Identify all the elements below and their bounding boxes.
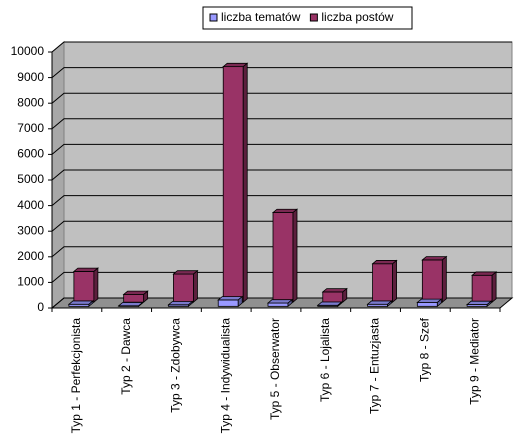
bar-side — [88, 300, 94, 308]
bar-side — [392, 259, 397, 304]
x-tick-label: Typ 9 - Mediator — [467, 318, 481, 405]
grid-line — [51, 246, 512, 258]
bar-side — [242, 62, 248, 304]
grid-line — [51, 143, 512, 155]
bar-side — [342, 287, 348, 304]
bar-side — [143, 290, 149, 304]
x-tick-label: Typ 5 - Obserwator — [268, 318, 282, 420]
y-tick-label: 10000 — [11, 44, 45, 58]
y-tick-label: 0 — [37, 300, 44, 314]
x-tick-label: Typ 3 - Zdobywca — [169, 318, 183, 413]
y-tick-label: 4000 — [17, 198, 44, 212]
bar-side — [436, 298, 442, 308]
y-tick-label: 8000 — [17, 95, 44, 109]
legend-label: liczba tematów — [221, 10, 301, 24]
bar — [173, 273, 194, 303]
bar-side — [486, 300, 492, 308]
x-tick-label: Typ 6 - Lojalista — [318, 318, 332, 402]
bar — [267, 302, 289, 307]
legend-label: liczba postów — [321, 10, 393, 24]
grid-line — [51, 297, 512, 309]
x-tick-label: Typ 8 - Szef — [418, 317, 432, 382]
bar-side — [93, 267, 99, 304]
grid-line — [51, 271, 512, 283]
legend-swatch — [309, 13, 318, 22]
bar-side — [441, 255, 447, 304]
bar — [416, 302, 438, 307]
y-tick-label: 5000 — [17, 172, 44, 186]
bar — [272, 212, 294, 303]
y-tick-label: 7000 — [17, 121, 44, 135]
x-tick-label: Typ 1 - Perfekcjonista — [69, 318, 83, 434]
grid-line — [51, 118, 512, 130]
bar-side — [287, 298, 293, 308]
y-tick-label: 6000 — [17, 147, 44, 161]
grid-line — [51, 41, 512, 53]
bar — [73, 271, 95, 303]
bar-side — [491, 271, 497, 304]
y-tick-label: 1000 — [17, 275, 44, 289]
y-tick-label: 2000 — [17, 249, 44, 263]
grid-line — [51, 92, 512, 104]
bar-side — [193, 269, 198, 304]
bar-side — [292, 208, 298, 304]
bar — [471, 274, 493, 303]
x-tick-label: Typ 4 - Indywidualista — [218, 318, 232, 434]
legend-box — [202, 6, 413, 30]
bar-side — [387, 300, 392, 308]
bar — [322, 291, 344, 303]
bar — [217, 299, 239, 307]
legend-swatch — [209, 13, 218, 22]
bar — [123, 294, 145, 303]
grid-line — [51, 195, 512, 206]
bar-side — [237, 295, 243, 308]
y-tick-label: 3000 — [17, 223, 44, 237]
bar-side — [138, 301, 144, 308]
bar — [421, 259, 443, 303]
bar — [372, 263, 393, 303]
y-tick-label: 9000 — [17, 70, 44, 84]
bar-side — [337, 301, 343, 308]
x-tick-label: Typ 7 - Entuzjasta — [368, 318, 382, 414]
grid-line — [51, 67, 512, 78]
bar — [222, 66, 244, 303]
bar-side — [188, 300, 193, 308]
grid-line — [51, 169, 512, 181]
grid-line — [51, 220, 512, 232]
x-tick-label: Typ 2 - Dawca — [119, 318, 133, 395]
